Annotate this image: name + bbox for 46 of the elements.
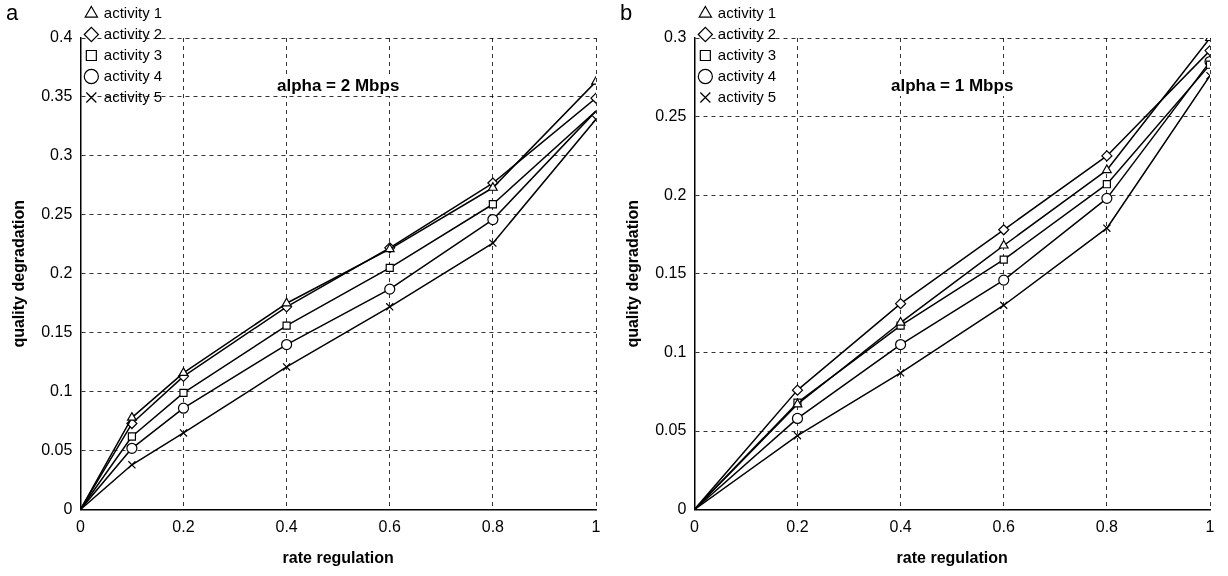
text: b [620,0,633,26]
y-tick-label: 0.1 [664,342,687,360]
y-tick-label: 0.15 [655,264,687,282]
y-tick-label: 0.15 [41,323,73,341]
y-axis-title: quality degradation [624,200,642,348]
x-axis-title: rate regulation [896,548,1008,566]
y-tick-label: 0 [677,500,687,518]
x-tick-label: 0.6 [992,517,1015,535]
y-tick-label: 0 [63,500,73,518]
x-axis-title: rate regulation [282,548,394,566]
legend-label: activity 5 [717,87,777,105]
x-tick-label: 0.8 [481,517,505,535]
y-tick-label: 0.3 [50,146,73,164]
legend-label: activity 4 [103,66,163,84]
x-tick-label: 0.2 [786,517,809,535]
y-tick-label: 0.2 [50,264,73,282]
x-tick-label: 0.6 [378,517,401,535]
y-tick-label: 0.2 [664,185,687,203]
legend-label: activity 2 [103,24,163,42]
legend-label: activity 3 [717,45,777,63]
legend-label: activity 5 [103,87,163,105]
text: a [6,0,19,26]
x-tick-label: 0.4 [275,517,298,535]
y-tick-label: 0.35 [41,87,73,105]
x-tick-label: 0.2 [172,517,195,535]
x-tick-label: 0.8 [1095,517,1119,535]
y-tick-label: 0.4 [50,28,73,46]
legend-label: activity 1 [103,3,163,21]
y-tick-label: 0.05 [41,441,73,459]
y-axis-title: quality degradation [10,200,28,348]
y-tick-label: 0.05 [655,421,687,439]
legend-label: activity 1 [717,3,777,21]
text: alpha = 1 Mbps [891,75,1014,95]
legend-label: activity 3 [103,45,163,63]
legend-label: activity 2 [717,24,777,42]
y-tick-label: 0.1 [50,382,73,400]
text: alpha = 2 Mbps [277,75,400,95]
x-tick-label: 0 [75,517,85,535]
x-tick-label: 1 [591,517,601,535]
y-tick-label: 0.25 [41,205,73,223]
legend-label: activity 4 [717,66,777,84]
x-tick-label: 0 [689,517,699,535]
x-tick-label: 0.4 [889,517,912,535]
y-tick-label: 0.3 [664,28,687,46]
x-tick-label: 1 [1205,517,1215,535]
y-tick-label: 0.25 [655,107,687,125]
